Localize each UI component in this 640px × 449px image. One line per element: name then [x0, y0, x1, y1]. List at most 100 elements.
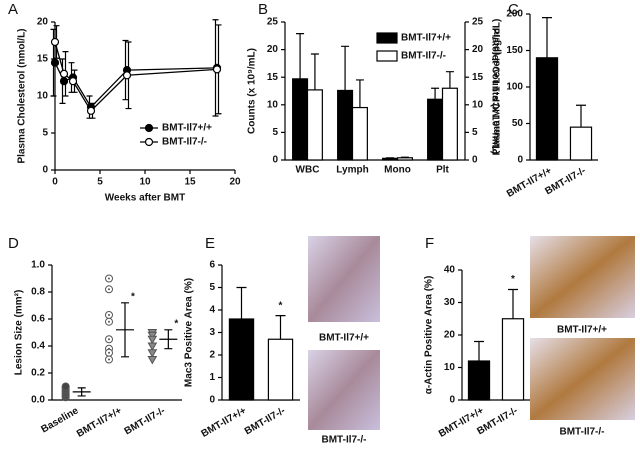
- point-dot: [108, 338, 110, 341]
- micrograph: [530, 236, 635, 318]
- axis-title: Platelet Counts (x 10¹¹/mL): [489, 28, 500, 154]
- error-bar: [542, 17, 552, 58]
- axis-title: Counts (x 10⁹/mL): [247, 48, 258, 134]
- tick-label: 4: [209, 305, 215, 316]
- panel-label: D: [8, 235, 19, 252]
- bar: [501, 318, 525, 401]
- tick-label: 0: [52, 177, 58, 188]
- data-point: [147, 335, 158, 345]
- bar: [351, 106, 368, 161]
- tick-label: 30: [444, 297, 456, 308]
- panel-label: C: [508, 1, 519, 18]
- point-dot: [108, 313, 110, 316]
- x-tick-label: Mono: [384, 165, 411, 176]
- tick-label: 5: [472, 127, 478, 138]
- tick-label: 3: [209, 327, 215, 338]
- series-line: [54, 41, 218, 112]
- axis-title: Weeks after BMT: [105, 193, 185, 204]
- micrograph: [308, 350, 380, 430]
- tick-label: 5: [272, 127, 278, 138]
- data-point: [147, 342, 158, 352]
- error-bar: [576, 104, 586, 128]
- tick-label: 200: [506, 9, 523, 20]
- legend-label: BMT-Il7+/+: [162, 123, 212, 134]
- tick-label: 20: [444, 330, 456, 341]
- series-line: [54, 62, 218, 109]
- data-point: [59, 77, 69, 86]
- data-point: [147, 349, 158, 358]
- x-tick-label: Lymph: [336, 165, 368, 176]
- tick-label: 50: [512, 118, 524, 129]
- tick-label: 20: [472, 44, 484, 55]
- panel-label: E: [205, 235, 215, 252]
- image-caption: BMT-Il7+/+: [319, 333, 369, 344]
- bar: [467, 360, 491, 401]
- tick-label: 1.0: [31, 260, 45, 271]
- point-dot: [108, 351, 110, 354]
- tick-label: 5: [209, 282, 215, 293]
- tick-label: 10: [472, 99, 484, 110]
- tick-label: 0.2: [31, 368, 45, 379]
- tick-label: 0: [42, 165, 48, 176]
- point-dot: [108, 277, 110, 280]
- bar: [228, 318, 255, 401]
- tick-label: 10: [444, 362, 456, 373]
- axis-title: Plasma MCP-1 Level (pg/mL): [492, 19, 503, 156]
- legend-label: BMT-Il7+/+: [401, 33, 451, 44]
- legend-label: BMT-Il7-/-: [162, 137, 207, 148]
- legend-label: BMT-Il7-/-: [401, 51, 446, 62]
- error-bar: [508, 288, 518, 319]
- data-point: [122, 71, 132, 80]
- data-point: [86, 106, 96, 115]
- bar: [382, 157, 399, 161]
- error-bar: [355, 79, 364, 108]
- image-caption: BMT-Il7-/-: [560, 427, 605, 438]
- bar: [337, 89, 354, 161]
- tick-label: 15: [472, 72, 484, 83]
- x-tick-label: Plt: [436, 165, 449, 176]
- tick-label: 15: [267, 72, 279, 83]
- tick-label: 5: [97, 177, 103, 188]
- tick-label: 100: [506, 82, 523, 93]
- tick-label: 1: [209, 372, 215, 383]
- point-dot: [108, 288, 110, 291]
- x-tick-label: WBC: [296, 165, 320, 176]
- tick-label: 20: [267, 44, 279, 55]
- axis-title: Lesion Size (mm²): [14, 290, 25, 376]
- tick-label: 0: [449, 395, 455, 406]
- data-point: [147, 356, 158, 365]
- legend-marker: [144, 137, 154, 147]
- point-dot: [108, 358, 110, 361]
- error-bar: [474, 340, 484, 361]
- micrograph: [308, 236, 380, 322]
- significance: *: [131, 291, 135, 302]
- tick-label: 0.0: [31, 395, 45, 406]
- tick-label: 0: [272, 155, 278, 166]
- point-dot: [108, 320, 110, 323]
- panel-label: A: [8, 1, 18, 18]
- tick-label: 150: [506, 45, 523, 56]
- tick-label: 2: [209, 350, 215, 361]
- significance: *: [279, 300, 283, 311]
- data-point: [147, 331, 158, 341]
- tick-label: 10: [267, 99, 279, 110]
- axis-title: α-Actin Positive Area (%): [424, 276, 435, 395]
- tick-label: 0.4: [31, 341, 45, 352]
- micrograph: [530, 338, 635, 420]
- tick-label: 0: [517, 155, 523, 166]
- image-caption: BMT-Il7-/-: [322, 435, 367, 446]
- bar: [535, 57, 559, 161]
- tick-label: 15: [37, 54, 49, 65]
- significance: *: [511, 274, 515, 285]
- data-point: [50, 58, 60, 67]
- error-bar: [445, 71, 454, 89]
- panel-label: B: [258, 1, 268, 18]
- bar: [569, 126, 593, 161]
- bar: [267, 338, 294, 401]
- error-bar: [431, 87, 440, 100]
- error-bar: [310, 53, 319, 90]
- tick-label: 0.6: [31, 314, 45, 325]
- error-bar: [275, 315, 286, 340]
- data-point: [59, 69, 69, 78]
